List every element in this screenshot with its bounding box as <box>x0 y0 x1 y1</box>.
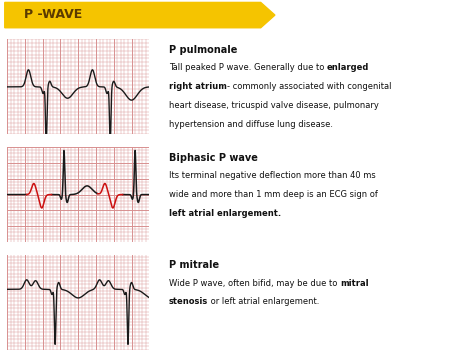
Text: heart disease, tricuspid valve disease, pulmonary: heart disease, tricuspid valve disease, … <box>169 101 379 110</box>
Text: hypertension and diffuse lung disease.: hypertension and diffuse lung disease. <box>169 120 333 129</box>
Text: Tall peaked P wave. Generally due to: Tall peaked P wave. Generally due to <box>169 63 327 72</box>
Polygon shape <box>5 2 275 28</box>
Text: enlarged: enlarged <box>327 63 369 72</box>
Text: P -WAVE: P -WAVE <box>24 8 82 21</box>
Text: left atrial enlargement.: left atrial enlargement. <box>169 208 281 218</box>
Text: mitral: mitral <box>340 279 369 288</box>
Text: P pulmonale: P pulmonale <box>169 45 237 55</box>
Text: right atrium: right atrium <box>169 82 227 91</box>
Text: P mitrale: P mitrale <box>169 260 219 270</box>
Text: or left atrial enlargement.: or left atrial enlargement. <box>208 297 319 306</box>
Text: Biphasic P wave: Biphasic P wave <box>169 153 258 163</box>
Text: - commonly associated with congenital: - commonly associated with congenital <box>227 82 392 91</box>
Text: Its terminal negative deflection more than 40 ms: Its terminal negative deflection more th… <box>169 171 376 180</box>
Text: Wide P wave, often bifid, may be due to: Wide P wave, often bifid, may be due to <box>169 279 340 288</box>
Text: stenosis: stenosis <box>169 297 208 306</box>
Text: wide and more than 1 mm deep is an ECG sign of: wide and more than 1 mm deep is an ECG s… <box>169 190 378 199</box>
